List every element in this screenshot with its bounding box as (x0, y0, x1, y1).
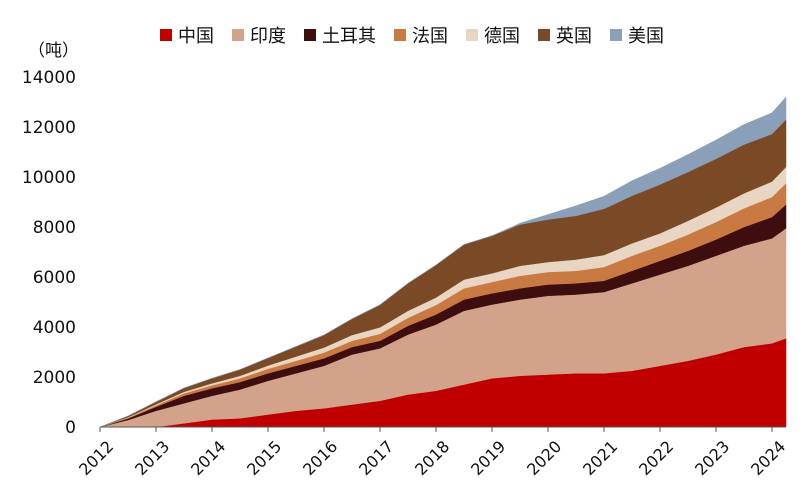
chart-legend: 中国 印度 土耳其 法国 德国 英国 美国 (160, 22, 664, 48)
legend-swatch-usa (610, 29, 622, 41)
y-tick-label-6: 12000 (22, 118, 76, 138)
area-series-6 (99, 96, 787, 428)
x-tick-label-11: 2023 (691, 437, 733, 479)
y-tick-label-7: 14000 (22, 68, 76, 88)
legend-item-france: 法国 (394, 22, 448, 48)
y-unit-label: （吨） (28, 41, 79, 61)
x-tick-label-3: 2015 (243, 437, 285, 479)
legend-label-france: 法国 (412, 26, 448, 47)
x-tick-label-6: 2018 (411, 437, 453, 479)
legend-item-china: 中国 (160, 22, 214, 48)
y-tick-label-2: 4000 (33, 318, 76, 338)
legend-item-germany: 德国 (466, 22, 520, 48)
x-tick-label-2: 2014 (187, 437, 229, 479)
legend-item-turkey: 土耳其 (304, 22, 376, 48)
legend-item-usa: 美国 (610, 22, 664, 48)
legend-label-usa: 美国 (628, 26, 664, 47)
x-tick-label-9: 2021 (579, 437, 621, 479)
legend-swatch-uk (538, 29, 550, 41)
x-tick-label-8: 2020 (523, 437, 565, 479)
y-tick-label-3: 6000 (33, 268, 76, 288)
x-tick-label-10: 2022 (635, 437, 677, 479)
x-tick-label-0: 2012 (75, 437, 117, 479)
legend-swatch-turkey (304, 29, 316, 41)
y-tick-label-4: 8000 (33, 218, 76, 238)
y-tick-label-0: 0 (65, 418, 76, 438)
legend-swatch-germany (466, 29, 478, 41)
legend-item-uk: 英国 (538, 22, 592, 48)
y-tick-label-1: 2000 (33, 368, 76, 388)
legend-label-germany: 德国 (484, 26, 520, 47)
legend-item-india: 印度 (232, 22, 286, 48)
legend-label-china: 中国 (178, 26, 214, 47)
legend-label-uk: 英国 (556, 26, 592, 47)
legend-swatch-india (232, 29, 244, 41)
y-tick-label-5: 10000 (22, 168, 76, 188)
legend-swatch-china (160, 29, 172, 41)
x-tick-label-12: 2024 (747, 437, 789, 479)
x-tick-label-5: 2017 (355, 437, 397, 479)
x-tick-label-4: 2016 (299, 437, 341, 479)
x-tick-label-7: 2019 (467, 437, 509, 479)
legend-swatch-france (394, 29, 406, 41)
legend-label-turkey: 土耳其 (322, 26, 376, 47)
x-tick-label-1: 2013 (131, 437, 173, 479)
legend-label-india: 印度 (250, 26, 286, 47)
